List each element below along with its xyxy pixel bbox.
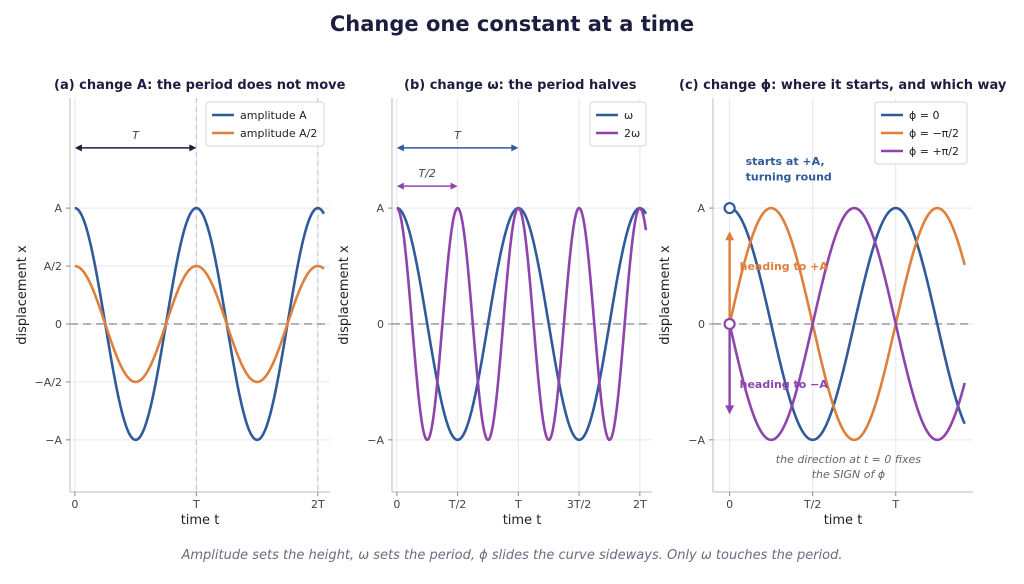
x-axis-label: time t: [181, 513, 220, 528]
x-tick-label: 3T/2: [567, 498, 591, 511]
x-axis-label: time t: [503, 513, 542, 528]
direction-arrow-up-head: [725, 231, 735, 241]
x-tick-label: T/2: [803, 498, 821, 511]
legend-label: ϕ = 0: [909, 109, 939, 122]
y-tick-label: 0: [55, 318, 62, 331]
legend-label: ϕ = −π/2: [909, 127, 959, 140]
legend-label: amplitude A: [240, 109, 307, 122]
panel-title: (a) change A: the period does not move: [54, 78, 346, 93]
y-axis-label: displacement x: [15, 245, 30, 345]
y-tick-label: A: [54, 202, 62, 215]
period-arrow-head-left: [396, 182, 404, 190]
period-arrow-label: T/2: [419, 167, 436, 180]
annotation-note-line1: the direction at t = 0 fixes: [776, 453, 921, 466]
panel-title: (c) change ϕ: where it starts, and which…: [679, 78, 1007, 93]
figure-caption: Amplitude sets the height, ω sets the pe…: [181, 548, 843, 563]
y-axis-label: displacement x: [658, 245, 673, 345]
series-line-2: [728, 206, 966, 442]
y-tick-label: −A/2: [35, 376, 62, 389]
x-tick-label: T: [192, 498, 200, 511]
legend-label: ϕ = +π/2: [909, 145, 959, 158]
period-arrow-label: T: [454, 129, 462, 142]
x-tick-label: 0: [726, 498, 733, 511]
panel-title: (b) change ω: the period halves: [404, 78, 637, 93]
start-marker-blue: [723, 201, 736, 215]
series-line-3: [728, 206, 966, 442]
x-tick-label: T/2: [448, 498, 466, 511]
panel-a-amplitude: (a) change A: the period does not move 0 T…: [15, 78, 346, 528]
y-tick-label: −A: [688, 434, 705, 447]
x-tick-label: 2T: [311, 498, 325, 511]
y-tick-label: A/2: [44, 260, 62, 273]
period-arrow-label: T: [132, 129, 140, 142]
x-tick-label: T: [514, 498, 522, 511]
panel-b-angular-frequency: (b) change ω: the period halves 0 T/2 T 3T/2…: [337, 78, 652, 528]
annotation-turning: turning round: [746, 170, 832, 183]
y-tick-label: 0: [698, 318, 705, 331]
annotation-heading-up: heading to +A: [740, 260, 829, 273]
x-tick-label: 0: [71, 498, 78, 511]
figure-title: Change one constant at a time: [329, 12, 695, 36]
series-line-1: [728, 206, 966, 442]
y-tick-label: −A: [367, 434, 384, 447]
period-arrow-head-right: [450, 182, 458, 190]
period-arrow-head-left: [74, 144, 82, 152]
y-axis-label: displacement x: [337, 245, 352, 345]
series-line-2: [74, 264, 325, 384]
period-arrow-head-left: [396, 144, 404, 152]
y-tick-label: −A: [45, 434, 62, 447]
annotation-starts: starts at +A,: [746, 155, 825, 168]
period-arrow-head-right: [189, 144, 197, 152]
series-line-2: [396, 206, 648, 442]
panel-c-phase: (c) change ϕ: where it starts, and which…: [658, 78, 1007, 528]
legend-label: 2ω: [624, 127, 640, 140]
annotation-heading-down: heading to −A: [740, 378, 829, 391]
y-tick-label: A: [376, 202, 384, 215]
legend-label: ω: [624, 109, 633, 122]
legend-box: [205, 101, 325, 147]
legend-box: [589, 101, 647, 147]
annotation-note-line2: the SIGN of ϕ: [812, 468, 885, 481]
period-arrow-head-right: [511, 144, 519, 152]
x-axis-label: time t: [824, 513, 863, 528]
start-marker-zero: [723, 317, 736, 331]
legend-label: amplitude A/2: [240, 127, 317, 140]
x-tick-label: 2T: [633, 498, 647, 511]
x-tick-label: T: [891, 498, 899, 511]
y-tick-label: 0: [377, 318, 384, 331]
x-tick-label: 0: [393, 498, 400, 511]
legend-box: [874, 101, 968, 165]
direction-arrow-down-head: [725, 405, 735, 415]
series-line-1: [396, 206, 648, 442]
y-tick-label: A: [697, 202, 705, 215]
series-line-1: [74, 206, 326, 442]
